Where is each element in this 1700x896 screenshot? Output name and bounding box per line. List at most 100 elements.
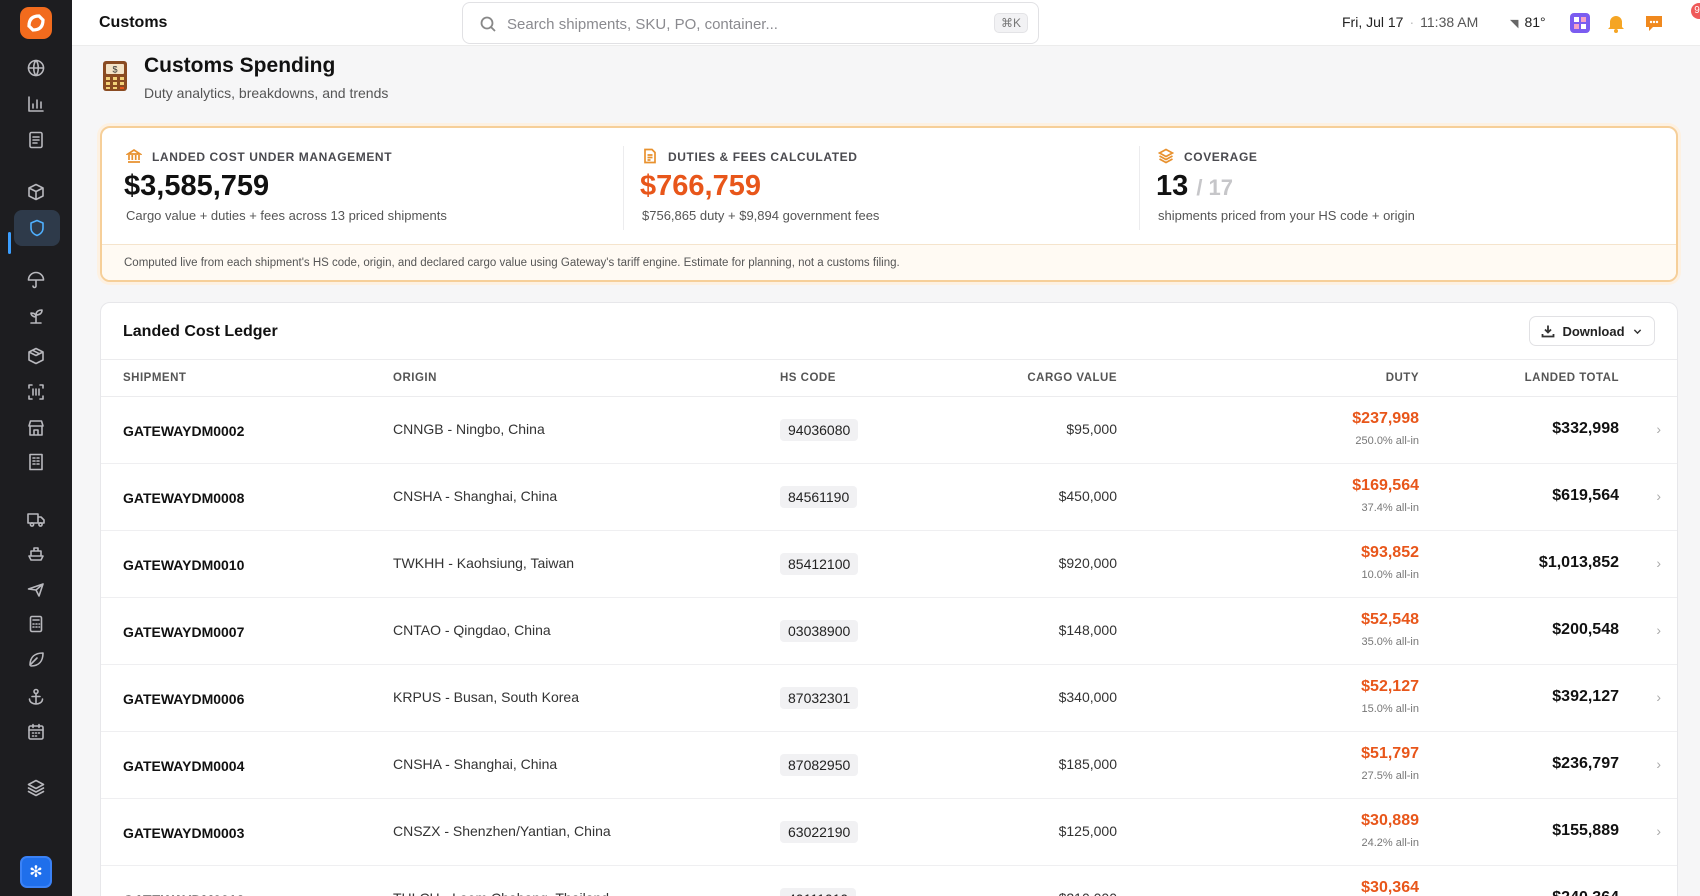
origin: CNTAO - Qingdao, China bbox=[393, 622, 551, 638]
nav-document-icon[interactable] bbox=[20, 124, 52, 156]
landed-total: $392,127 bbox=[1552, 688, 1619, 705]
nav-truck-icon[interactable] bbox=[20, 503, 52, 535]
chevron-right-icon[interactable]: › bbox=[1656, 488, 1661, 504]
chevron-right-icon[interactable]: › bbox=[1656, 555, 1661, 571]
col-hs-code[interactable]: HS CODE bbox=[780, 372, 836, 384]
chat-icon[interactable] bbox=[1642, 11, 1666, 35]
bell-icon[interactable] bbox=[1604, 11, 1628, 35]
hs-code: 40111010 bbox=[780, 888, 857, 896]
origin: TWKHH - Kaohsiung, Taiwan bbox=[393, 555, 575, 571]
nav-store-icon[interactable] bbox=[20, 412, 52, 444]
landed-total: $1,013,852 bbox=[1538, 554, 1619, 571]
col-duty[interactable]: DUTY bbox=[1385, 372, 1419, 384]
chevron-right-icon[interactable]: › bbox=[1656, 622, 1661, 638]
nav-ship-icon[interactable] bbox=[20, 538, 52, 570]
origin: CNNGB - Ningbo, China bbox=[393, 421, 545, 437]
table-row[interactable]: GATEWAYDM0007 CNTAO - Qingdao, China 03038… bbox=[101, 598, 1677, 665]
landed-total: $155,889 bbox=[1552, 822, 1619, 839]
table-row[interactable]: GATEWAYDM0010 TWKHH - Kaohsiung, Taiwan 85… bbox=[101, 531, 1677, 598]
shipment-id: GATEWAYDM0002 bbox=[123, 423, 245, 439]
duty-amount: $237,998 bbox=[1352, 410, 1419, 427]
temperature-text: 81° bbox=[1524, 14, 1546, 30]
store-icon bbox=[28, 420, 44, 436]
stat-value: 13 / 17 bbox=[1156, 170, 1233, 203]
nav-layers-icon[interactable] bbox=[20, 772, 52, 804]
chevron-right-icon[interactable]: › bbox=[1656, 421, 1661, 437]
hs-code: 87082950 bbox=[780, 754, 859, 776]
origin: CNSZX - Shenzhen/Yantian, China bbox=[393, 823, 611, 839]
cargo-value: $95,000 bbox=[1066, 421, 1117, 437]
bar-chart-icon bbox=[28, 96, 44, 112]
divider bbox=[623, 146, 624, 230]
stat-coverage: COVERAGE 13 / 17 shipments priced from y… bbox=[1134, 128, 1674, 244]
download-button[interactable]: Download bbox=[1529, 316, 1655, 346]
chevron-right-icon[interactable]: › bbox=[1656, 689, 1661, 705]
cargo-value: $148,000 bbox=[1058, 622, 1117, 638]
duty-amount: $169,564 bbox=[1352, 477, 1419, 494]
layers-icon bbox=[1157, 148, 1175, 164]
stat-label: LANDED COST UNDER MANAGEMENT bbox=[152, 150, 393, 164]
col-cargo-value[interactable]: CARGO VALUE bbox=[1027, 372, 1117, 384]
table-row[interactable]: GATEWAYDM0006 KRPUS - Busan, South Korea 8… bbox=[101, 665, 1677, 732]
chevron-right-icon[interactable]: › bbox=[1656, 756, 1661, 772]
stat-description: Cargo value + duties + fees across 13 pr… bbox=[126, 208, 447, 223]
weather: ◥ 81° bbox=[1510, 14, 1546, 30]
origin: KRPUS - Busan, South Korea bbox=[393, 689, 579, 705]
download-label: Download bbox=[1562, 323, 1625, 339]
summary-footnote: Computed live from each shipment's HS co… bbox=[102, 244, 1676, 280]
table-row[interactable]: GATEWAYDM0004 CNSHA - Shanghai, China 8708… bbox=[101, 732, 1677, 799]
nav-anchor-icon[interactable] bbox=[20, 681, 52, 713]
stat-description: $756,865 duty + $9,894 government fees bbox=[642, 208, 880, 223]
stat-description: shipments priced from your HS code + ori… bbox=[1158, 208, 1415, 223]
assistant-button[interactable]: ✻ bbox=[20, 856, 52, 888]
shipment-id: GATEWAYDM0010 bbox=[123, 557, 245, 573]
ledger-title: Landed Cost Ledger bbox=[123, 323, 278, 340]
nav-package-icon[interactable] bbox=[20, 340, 52, 372]
nav-calculator-icon[interactable] bbox=[20, 608, 52, 640]
receipt-icon bbox=[642, 148, 658, 164]
download-icon bbox=[1541, 324, 1555, 338]
nav-plane-icon[interactable] bbox=[20, 573, 52, 605]
stat-label: DUTIES & FEES CALCULATED bbox=[668, 150, 858, 164]
col-shipment[interactable]: SHIPMENT bbox=[123, 372, 187, 384]
hs-code: 94036080 bbox=[780, 419, 859, 441]
nav-building-icon[interactable] bbox=[20, 446, 52, 478]
nav-bar-chart-icon[interactable] bbox=[20, 88, 52, 120]
col-landed-total[interactable]: LANDED TOTAL bbox=[1524, 372, 1619, 384]
nav-umbrella-icon[interactable] bbox=[20, 264, 52, 296]
nav-sprout-icon[interactable] bbox=[20, 300, 52, 332]
nav-shield-icon[interactable] bbox=[14, 210, 60, 246]
stat-duties-fees: DUTIES & FEES CALCULATED $766,759 $756,8… bbox=[618, 128, 1134, 244]
duty-amount: $51,797 bbox=[1361, 745, 1419, 762]
duty-percent: 27.5% all-in bbox=[1361, 770, 1419, 782]
table-row[interactable]: GATEWAYDM0002 CNNGB - Ningbo, China 940360… bbox=[101, 397, 1677, 464]
nav-cube-icon[interactable] bbox=[20, 176, 52, 208]
table-row[interactable]: GATEWAYDM0012 THLCH - Laem Chabang, Thail… bbox=[101, 866, 1677, 896]
table-row[interactable]: GATEWAYDM0008 CNSHA - Shanghai, China 8456… bbox=[101, 464, 1677, 531]
app-grid-icon[interactable] bbox=[1568, 11, 1592, 35]
search-box[interactable]: ⌘K bbox=[462, 2, 1039, 44]
landed-total: $236,797 bbox=[1552, 755, 1619, 772]
origin: CNSHA - Shanghai, China bbox=[393, 488, 558, 504]
chevron-right-icon[interactable]: › bbox=[1656, 823, 1661, 839]
duty-percent: 24.2% all-in bbox=[1361, 837, 1419, 849]
chevron-right-icon[interactable]: › bbox=[1656, 890, 1661, 896]
ledger-card: Landed Cost Ledger Download SHIPMENT ORI… bbox=[100, 302, 1678, 896]
nav-leaf-icon[interactable] bbox=[20, 643, 52, 675]
nav-globe-icon[interactable] bbox=[20, 52, 52, 84]
nav-scan-icon[interactable] bbox=[20, 376, 52, 408]
cargo-value: $210,000 bbox=[1059, 890, 1117, 896]
search-input[interactable] bbox=[507, 12, 937, 36]
col-origin[interactable]: ORIGIN bbox=[393, 372, 437, 384]
scan-icon bbox=[28, 384, 44, 400]
page-subtitle: Duty analytics, breakdowns, and trends bbox=[144, 85, 389, 101]
table-row[interactable]: GATEWAYDM0003 CNSZX - Shenzhen/Yantian, C… bbox=[101, 799, 1677, 866]
truck-icon bbox=[27, 513, 45, 527]
svg-text:$: $ bbox=[112, 65, 117, 75]
nav-calendar-icon[interactable] bbox=[20, 716, 52, 748]
app-logo[interactable] bbox=[19, 6, 53, 40]
sidebar: ✻ bbox=[0, 0, 72, 896]
stat-label: COVERAGE bbox=[1184, 150, 1258, 164]
search-icon bbox=[479, 15, 497, 33]
duty-amount: $52,127 bbox=[1361, 678, 1419, 695]
